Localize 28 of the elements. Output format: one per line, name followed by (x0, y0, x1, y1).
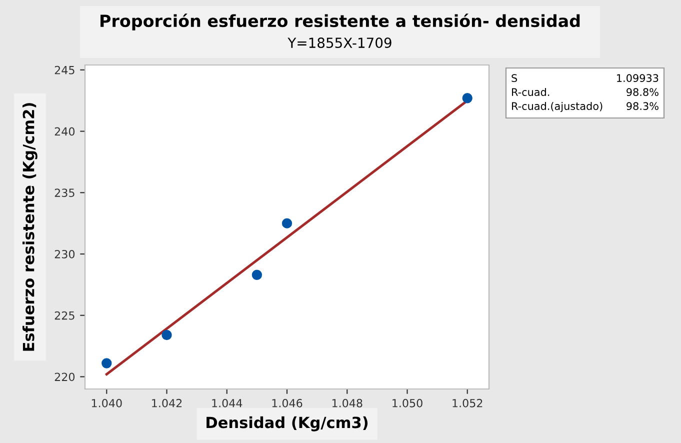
x-tick-label: 1.052 (452, 398, 482, 408)
point (462, 93, 472, 104)
chart-subtitle: Y=1855X-1709 (288, 38, 392, 48)
y-axis-title: Esfuerzo resistente (Kg/cm2) (22, 103, 38, 351)
point (162, 330, 172, 340)
point (102, 358, 112, 368)
x-tick-label: 1.040 (92, 398, 122, 408)
chart-title: Proporción esfuerzo resistente a tensión- densidad (100, 14, 580, 30)
x-tick-label: 1.050 (392, 398, 422, 408)
text: S (512, 74, 518, 82)
text: 98.3% (626, 102, 658, 110)
y-tick-label: 220 (54, 372, 75, 382)
y-tick-label: 240 (54, 127, 75, 136)
text: R-cuad.(ajustado) (512, 102, 602, 112)
y-tick-label: 230 (54, 250, 75, 258)
text: R-cuad. (512, 88, 550, 96)
point (252, 270, 262, 280)
x-axis-title: Densidad (Kg/cm3) (206, 416, 368, 432)
text: 98.8% (626, 88, 658, 96)
x-tick-label: 1.042 (152, 398, 182, 408)
text: 1.09933 (617, 74, 658, 82)
x-tick-label: 1.048 (332, 398, 362, 408)
y-tick-label: 235 (54, 188, 74, 198)
x-tick-label: 1.044 (212, 398, 242, 408)
y-tick-label: 245 (54, 66, 74, 74)
x-tick-label: 1.046 (272, 398, 302, 408)
y-tick-label: 225 (54, 311, 74, 320)
point (282, 218, 292, 228)
